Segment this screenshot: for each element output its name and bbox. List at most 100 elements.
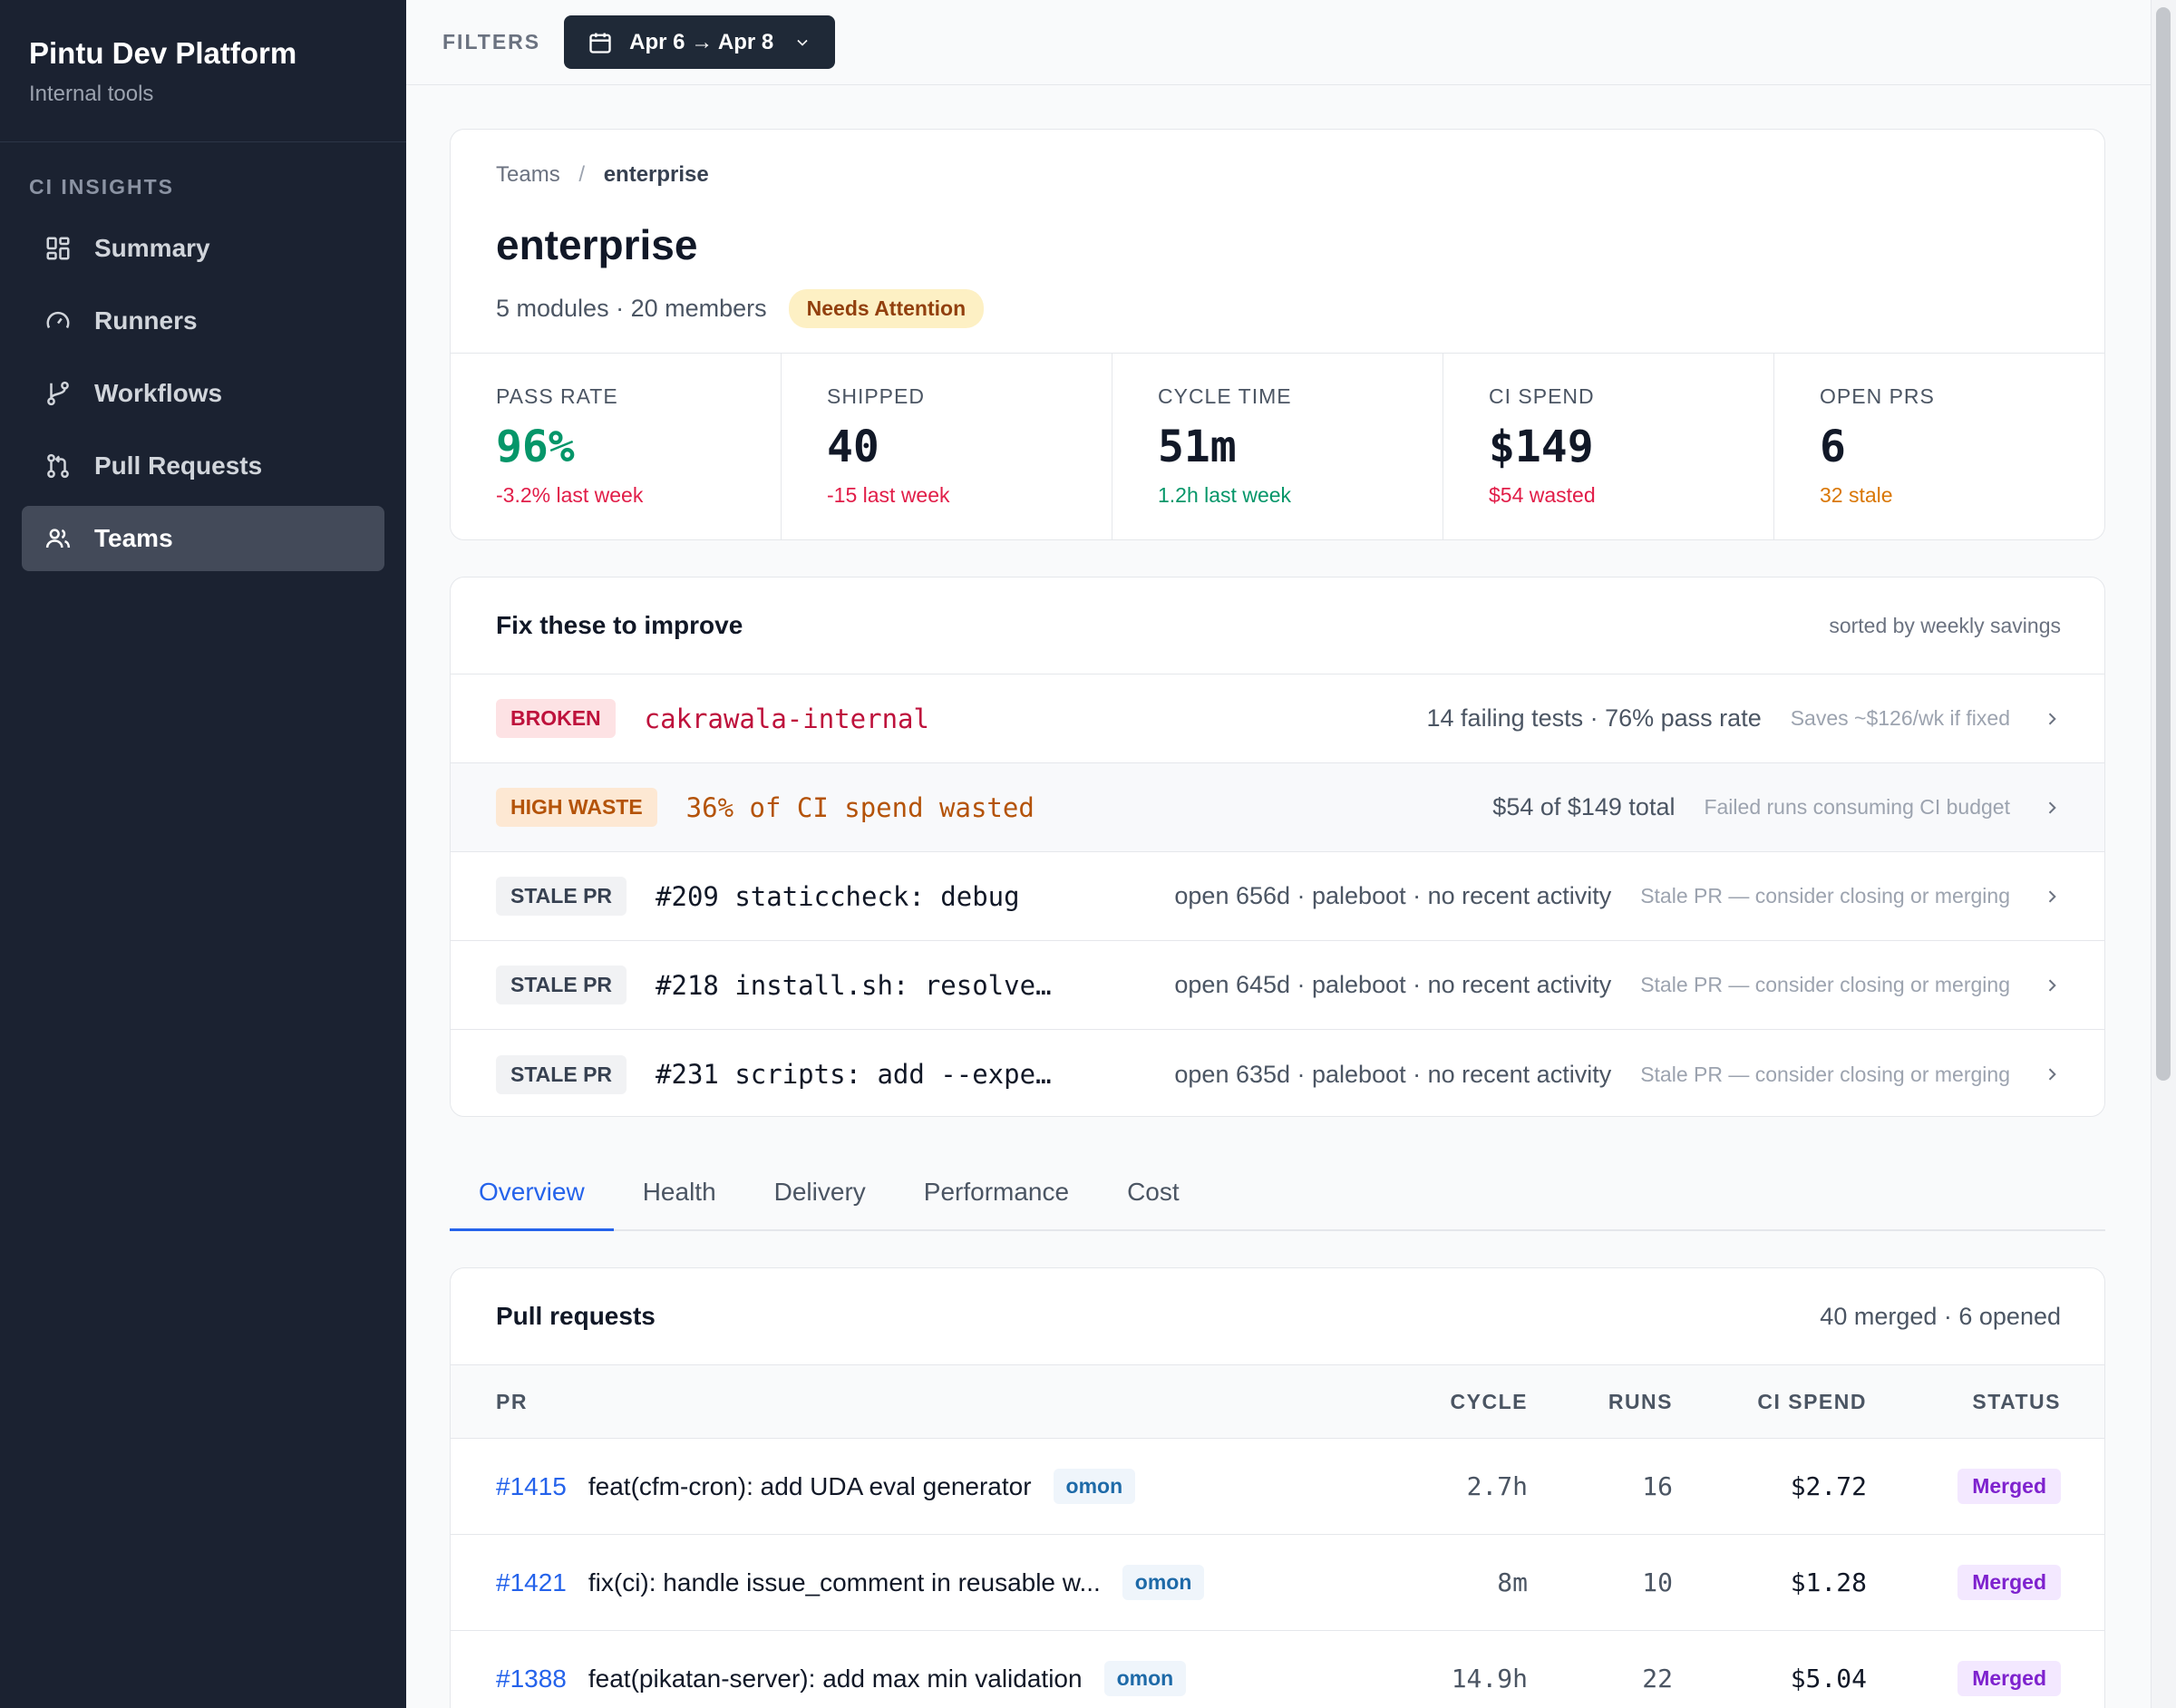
filter-bar: FILTERS Apr 6 → Apr 8 — [406, 0, 2151, 85]
fix-list-title: Fix these to improve — [496, 611, 743, 639]
stat-value: 40 — [827, 422, 879, 472]
tab-health[interactable]: Health — [642, 1178, 716, 1206]
stat-sub: -15 last week — [827, 483, 950, 507]
breadcrumb-teams-link[interactable]: Teams — [496, 162, 560, 187]
ci-spend-cell: $2.72 — [1790, 1471, 1867, 1501]
column-header-pr[interactable]: PR — [496, 1389, 528, 1413]
fix-row-stale-pr[interactable]: STALE PR #231 scripts: add --exper… open… — [451, 1030, 2104, 1116]
fix-item-note: Stale PR — consider closing or merging — [1640, 884, 2010, 907]
stat-sub: 1.2h last week — [1158, 483, 1292, 507]
status-badge: Needs Attention — [788, 289, 985, 328]
fix-item-note: Stale PR — consider closing or merging — [1640, 973, 2010, 996]
stat-value: 6 — [1820, 422, 1846, 472]
team-meta-text: 5 modules · 20 members — [496, 295, 767, 322]
nav-section-label: CI INSIGHTS — [29, 175, 175, 199]
runs-cell: 10 — [1642, 1567, 1673, 1597]
pr-cell: #1421 fix(ci): handle issue_comment in r… — [496, 1565, 1401, 1600]
fix-list-sort-note: sorted by weekly savings — [1829, 613, 2061, 637]
ci-spend-cell: $1.28 — [1790, 1567, 1867, 1597]
tab-delivery[interactable]: Delivery — [773, 1178, 866, 1206]
brand-subtitle: Internal tools — [29, 82, 154, 106]
fix-row-stale-pr[interactable]: STALE PR #218 install.sh: resolve … open… — [451, 941, 2104, 1030]
table-row[interactable]: #1421 fix(ci): handle issue_comment in r… — [451, 1535, 2104, 1631]
gauge-icon — [44, 306, 73, 335]
column-header-runs[interactable]: RUNS — [1608, 1389, 1673, 1413]
calendar-icon — [588, 30, 613, 55]
stat-value: 51m — [1158, 422, 1237, 472]
stat-sub: 32 stale — [1820, 483, 1893, 507]
fix-item-note: Saves ~$126/wk if fixed — [1790, 706, 2010, 730]
sidebar-item-runners[interactable]: Runners — [22, 288, 384, 354]
status-cell: Merged — [1867, 1661, 2061, 1696]
runs-cell: 22 — [1642, 1664, 1673, 1693]
stat-sub: $54 wasted — [1489, 483, 1596, 507]
sidebar-item-pull-requests[interactable]: Pull Requests — [22, 433, 384, 499]
chevron-right-icon — [2043, 1065, 2061, 1083]
sidebar-item-summary[interactable]: Summary — [22, 216, 384, 281]
filters-label: FILTERS — [442, 30, 541, 53]
table-row[interactable]: #1415 feat(cfm-cron): add UDA eval gener… — [451, 1439, 2104, 1535]
sidebar-item-label: Runners — [94, 306, 198, 335]
date-range-button[interactable]: Apr 6 → Apr 8 — [564, 15, 836, 69]
cycle-cell: 14.9h — [1451, 1664, 1528, 1693]
sidebar-item-label: Teams — [94, 524, 173, 552]
pr-number-link[interactable]: #1388 — [496, 1664, 567, 1693]
fix-list-header: Fix these to improve sorted by weekly sa… — [451, 577, 2104, 674]
team-meta: 5 modules · 20 members Needs Attention — [496, 289, 985, 328]
high-waste-tag: HIGH WASTE — [496, 788, 657, 827]
cycle-cell: 2.7h — [1466, 1471, 1528, 1501]
stat-value: 96% — [496, 422, 575, 472]
stat-label: CI SPEND — [1489, 384, 1595, 408]
chevron-right-icon — [2043, 888, 2061, 906]
pull-requests-header: Pull requests 40 merged · 6 opened — [451, 1268, 2104, 1364]
stat-shipped: SHIPPED 40 -15 last week — [782, 354, 1112, 539]
fix-item-detail: open 656d · paleboot · no recent activit… — [1174, 882, 1612, 909]
column-header-status[interactable]: STATUS — [1972, 1389, 2061, 1413]
git-branch-icon — [44, 379, 73, 408]
column-header-ci-spend[interactable]: CI SPEND — [1757, 1389, 1867, 1413]
dashboard-icon — [44, 234, 73, 263]
pr-number-link[interactable]: #1421 — [496, 1567, 567, 1596]
pr-number-link[interactable]: #1415 — [496, 1471, 567, 1500]
status-cell: Merged — [1867, 1469, 2061, 1504]
scrollbar-thumb[interactable] — [2156, 7, 2171, 1081]
brand-title: Pintu Dev Platform — [29, 36, 297, 70]
stat-label: OPEN PRS — [1820, 384, 1935, 408]
table-header: PR CYCLE RUNS CI SPEND STATUS — [451, 1364, 2104, 1439]
tab-bar: Overview Health Delivery Performance Cos… — [450, 1135, 2105, 1231]
sidebar-item-workflows[interactable]: Workflows — [22, 361, 384, 426]
chevron-right-icon — [2043, 976, 2061, 995]
stat-label: SHIPPED — [827, 384, 925, 408]
tab-performance[interactable]: Performance — [923, 1178, 1070, 1206]
fix-item-detail: open 635d · paleboot · no recent activit… — [1174, 1060, 1612, 1088]
merged-badge: Merged — [1957, 1469, 2061, 1504]
fix-item-name: #231 scripts: add --exper… — [656, 1059, 1055, 1090]
stat-label: CYCLE TIME — [1158, 384, 1292, 408]
pull-requests-card: Pull requests 40 merged · 6 opened PR CY… — [450, 1267, 2105, 1708]
fix-item-detail: $54 of $149 total — [1492, 793, 1676, 820]
chevron-down-icon — [793, 34, 811, 52]
sidebar-item-teams[interactable]: Teams — [22, 506, 384, 571]
stat-open-prs: OPEN PRS 6 32 stale — [1774, 354, 2104, 539]
git-pull-request-icon — [44, 451, 73, 480]
brand: Pintu Dev Platform Internal tools — [0, 0, 406, 142]
fix-row-stale-pr[interactable]: STALE PR #209 staticcheck: debug open 65… — [451, 852, 2104, 941]
stale-pr-tag: STALE PR — [496, 1054, 627, 1094]
ci-spend-cell: $5.04 — [1790, 1664, 1867, 1693]
fix-row-high-waste[interactable]: HIGH WASTE 36% of CI spend wasted $54 of… — [451, 763, 2104, 852]
status-cell: Merged — [1867, 1565, 2061, 1600]
fix-row-broken[interactable]: BROKEN cakrawala-internal 14 failing tes… — [451, 674, 2104, 763]
pull-requests-title: Pull requests — [496, 1302, 656, 1330]
date-range-label: Apr 6 → Apr 8 — [629, 29, 774, 54]
fix-item-detail: open 645d · paleboot · no recent activit… — [1174, 971, 1612, 998]
column-header-cycle[interactable]: CYCLE — [1450, 1389, 1528, 1413]
chevron-right-icon — [2043, 710, 2061, 728]
table-row[interactable]: #1388 feat(pikatan-server): add max min … — [451, 1631, 2104, 1708]
fix-list-card: Fix these to improve sorted by weekly sa… — [450, 577, 2105, 1117]
stat-label: PASS RATE — [496, 384, 618, 408]
stale-pr-tag: STALE PR — [496, 877, 627, 916]
tab-overview[interactable]: Overview — [450, 1178, 614, 1231]
tab-cost[interactable]: Cost — [1127, 1178, 1180, 1206]
users-icon — [44, 524, 73, 553]
fix-item-name: 36% of CI spend wasted — [685, 791, 1035, 823]
